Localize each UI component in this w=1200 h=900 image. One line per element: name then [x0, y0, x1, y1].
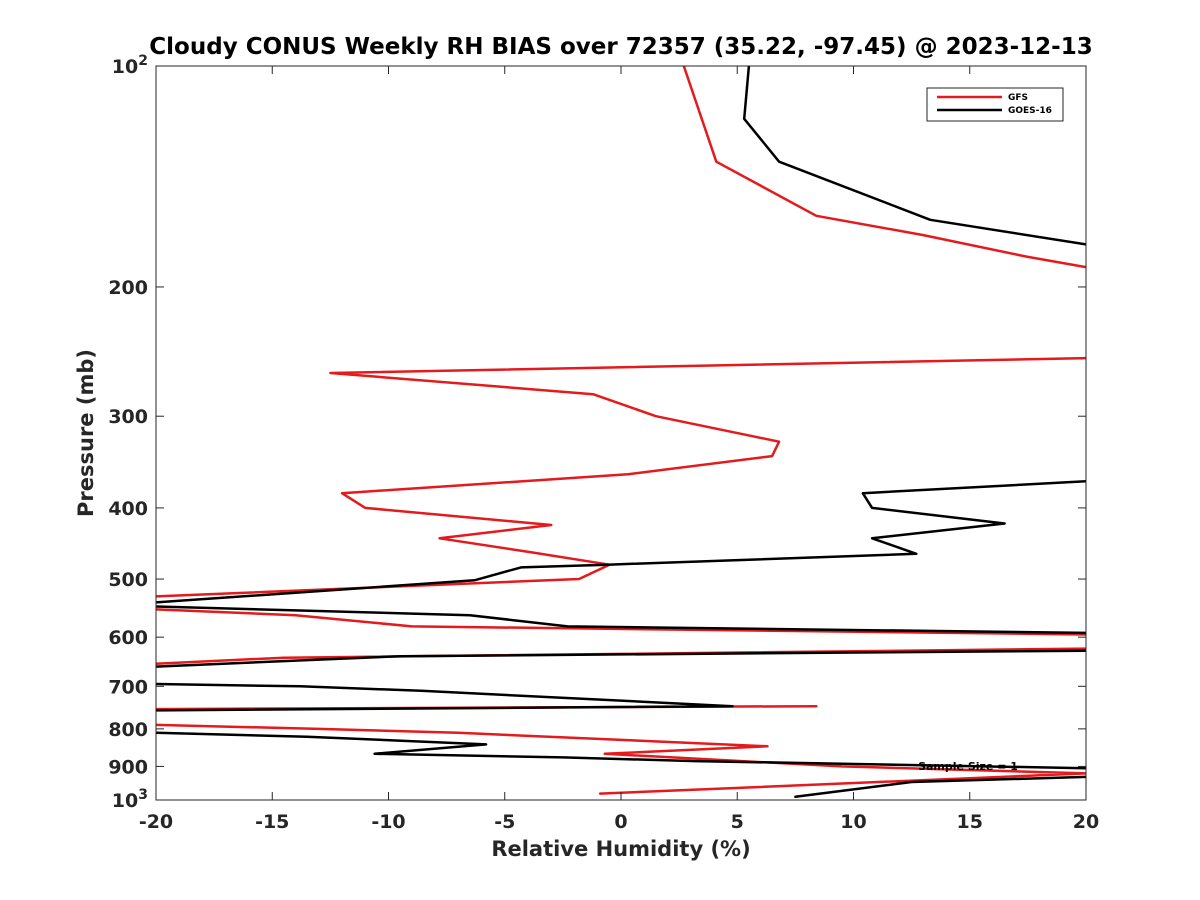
y-tick-label: 200 [108, 277, 148, 299]
y-tick-label: 800 [108, 719, 148, 741]
x-axis-label: Relative Humidity (%) [491, 837, 750, 861]
y-tick-label: 102 [112, 53, 148, 78]
sample-size-annotation: Sample Size = 1 [918, 760, 1018, 773]
x-tick-label: -20 [139, 811, 173, 833]
legend-label-goes16: GOES-16 [1008, 106, 1052, 116]
y-axis: 102 200 300 400 500 600 700 800 900 103 [108, 53, 1086, 812]
y-tick-label: 103 [112, 787, 148, 812]
series-line-goes16 [156, 66, 1086, 799]
x-tick-label: 5 [731, 811, 744, 833]
chart-title: Cloudy CONUS Weekly RH BIAS over 72357 (… [149, 34, 1092, 60]
legend: GFS GOES-16 [926, 87, 1064, 122]
y-axis-label: Pressure (mb) [74, 349, 98, 517]
y-tick-label: 900 [108, 756, 148, 778]
y-tick-label: 600 [108, 627, 148, 649]
x-tick-label: -10 [371, 811, 405, 833]
plot-frame [155, 65, 1087, 801]
y-tick-label: 400 [108, 498, 148, 520]
x-tick-label: -15 [255, 811, 289, 833]
legend-box [926, 87, 1064, 122]
y-tick-label: 500 [108, 569, 148, 591]
series-line-gfs [156, 66, 1086, 795]
x-tick-label: 10 [840, 811, 866, 833]
y-tick-label: 700 [108, 676, 148, 698]
x-tick-label: 20 [1073, 811, 1099, 833]
series-layer [156, 66, 1086, 799]
x-tick-label: -5 [494, 811, 515, 833]
y-tick-label: 300 [108, 406, 148, 428]
x-tick-label: 0 [614, 811, 627, 833]
x-axis: -20 -15 -10 -5 0 5 10 15 20 [139, 66, 1099, 833]
x-tick-label: 15 [957, 811, 983, 833]
legend-label-gfs: GFS [1008, 93, 1028, 103]
